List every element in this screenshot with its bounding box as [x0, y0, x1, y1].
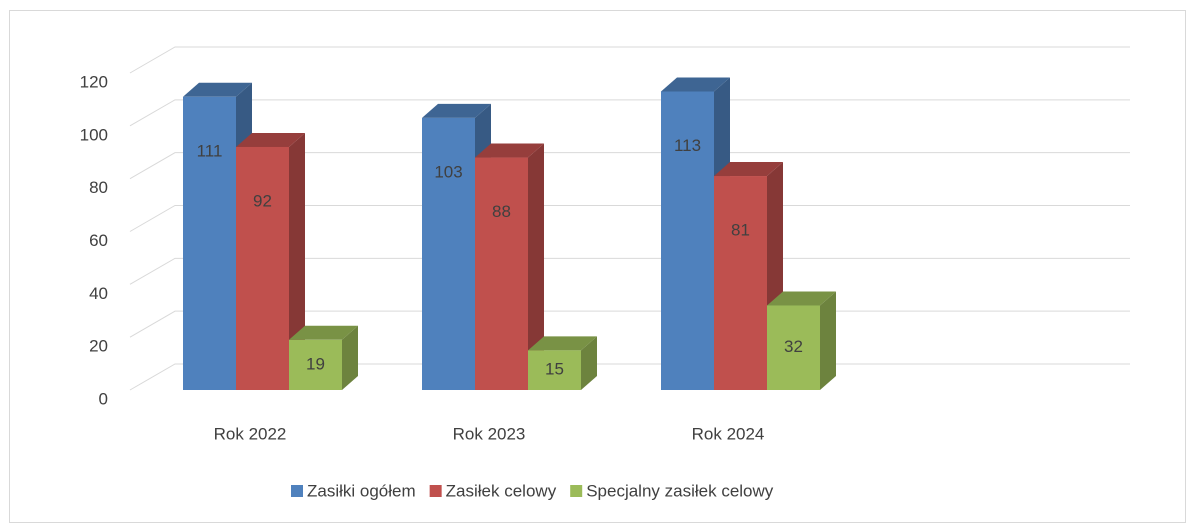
bar-front	[475, 157, 528, 390]
bar-side	[289, 132, 305, 390]
grid-line	[129, 205, 1130, 232]
legend-swatch	[291, 485, 303, 497]
data-label: 88	[492, 202, 511, 221]
bar-top	[289, 325, 358, 340]
y-tick-label: 100	[80, 125, 108, 144]
grid-line	[129, 99, 1130, 127]
bar-top	[475, 143, 544, 158]
data-label: 111	[197, 141, 223, 160]
data-label: 81	[731, 221, 750, 240]
bar-side	[528, 143, 544, 390]
x-tick-label: Rok 2023	[453, 424, 526, 443]
legend-swatch	[429, 485, 442, 497]
bar-top	[661, 77, 730, 92]
legend-swatch	[570, 485, 583, 497]
bar	[767, 291, 836, 390]
bar	[289, 325, 358, 390]
legend-label: Zasiłki ogółem	[307, 481, 416, 500]
grid-line	[129, 152, 1130, 180]
bar-front	[767, 305, 820, 390]
bar-top	[528, 336, 597, 351]
bar-top	[236, 132, 305, 147]
data-label: 103	[434, 162, 462, 181]
y-tick-label: 0	[99, 389, 108, 408]
bar-top	[767, 291, 836, 306]
y-tick-label: 60	[89, 231, 108, 250]
data-label: 113	[674, 136, 701, 155]
bar-front	[236, 146, 289, 390]
bar-front	[714, 176, 767, 390]
data-label: 15	[545, 360, 564, 379]
bar-side	[820, 291, 836, 390]
y-tick-label: 120	[80, 72, 108, 91]
bar	[475, 143, 544, 390]
bar-front	[289, 339, 342, 390]
bar-front	[661, 91, 714, 390]
bar	[236, 132, 305, 390]
bar-top	[183, 82, 252, 97]
bar-side	[342, 325, 358, 390]
data-label: 32	[784, 337, 803, 356]
bar-side	[581, 336, 597, 390]
bar-top	[714, 162, 783, 177]
legend-label: Specjalny zasiłek celowy	[586, 481, 774, 500]
bar-top	[422, 103, 491, 118]
grid-line	[129, 46, 1130, 74]
grid-line	[129, 257, 1130, 285]
bar	[528, 336, 597, 390]
y-tick-label: 80	[89, 178, 108, 197]
legend-label: Zasiłek celowy	[446, 481, 557, 500]
y-tick-label: 40	[89, 284, 108, 303]
x-tick-label: Rok 2022	[214, 424, 287, 443]
x-tick-label: Rok 2024	[692, 424, 765, 443]
data-label: 92	[253, 191, 272, 210]
bar-front	[528, 350, 581, 390]
bar-front	[422, 117, 475, 391]
bar-front	[183, 96, 236, 391]
y-tick-label: 20	[89, 337, 108, 356]
data-label: 19	[306, 354, 325, 373]
